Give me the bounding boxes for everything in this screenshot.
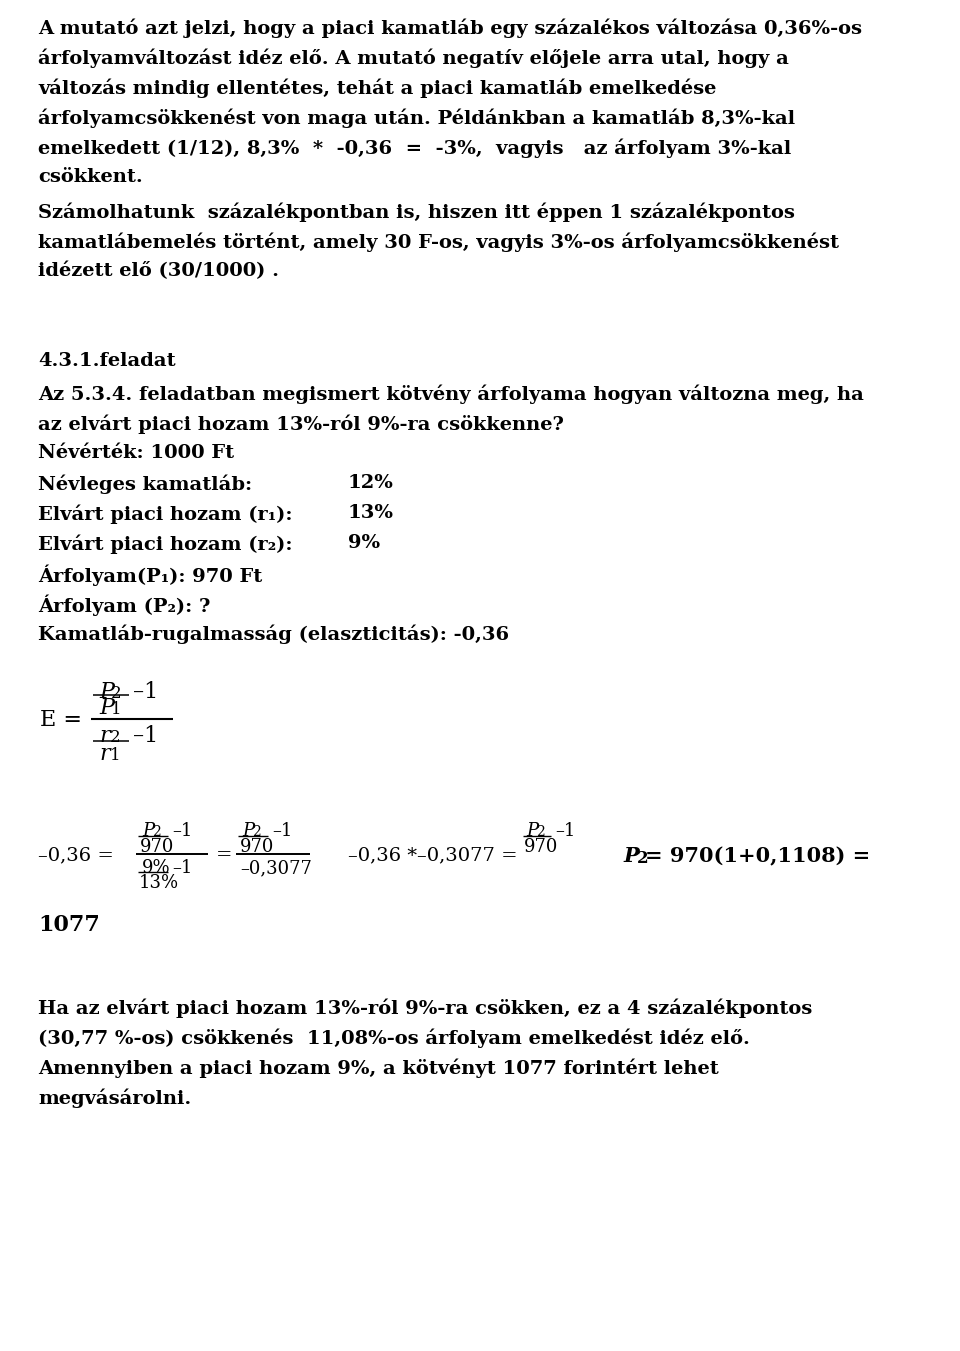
Text: idézett elő (30/1000) .: idézett elő (30/1000) . xyxy=(38,262,279,281)
Text: Ha az elvárt piaci hozam 13%-ról 9%-ra csökken, ez a 4 százalékpontos: Ha az elvárt piaci hozam 13%-ról 9%-ra c… xyxy=(38,998,812,1019)
Text: Névleges kamatláb:: Névleges kamatláb: xyxy=(38,474,252,493)
Text: –1: –1 xyxy=(172,859,192,877)
Text: 2: 2 xyxy=(252,825,261,839)
Text: 2: 2 xyxy=(111,685,122,703)
Text: 1077: 1077 xyxy=(38,915,100,936)
Text: E =: E = xyxy=(40,709,82,731)
Text: P: P xyxy=(623,846,638,866)
Text: 970: 970 xyxy=(240,838,275,857)
Text: 12%: 12% xyxy=(348,474,394,492)
Text: 13%: 13% xyxy=(139,874,180,892)
Text: –0,36 =: –0,36 = xyxy=(38,846,114,865)
Text: r: r xyxy=(99,725,109,747)
Text: 13%: 13% xyxy=(348,504,394,521)
Text: =: = xyxy=(216,846,232,865)
Text: változás mindig ellentétes, tehát a piaci kamatláb emelkedése: változás mindig ellentétes, tehát a piac… xyxy=(38,78,716,97)
Text: = 970(1+0,1108) =: = 970(1+0,1108) = xyxy=(645,846,871,866)
Text: megvásárolni.: megvásárolni. xyxy=(38,1089,191,1109)
Text: 2: 2 xyxy=(637,850,649,867)
Text: –1: –1 xyxy=(133,681,158,703)
Text: P: P xyxy=(242,821,254,840)
Text: Amennyiben a piaci hozam 9%, a kötvényt 1077 forintért lehet: Amennyiben a piaci hozam 9%, a kötvényt … xyxy=(38,1059,719,1078)
Text: 9%: 9% xyxy=(348,534,380,553)
Text: 970: 970 xyxy=(140,838,175,857)
Text: Elvárt piaci hozam (r₁):: Elvárt piaci hozam (r₁): xyxy=(38,504,293,523)
Text: 1: 1 xyxy=(110,747,121,765)
Text: emelkedett (1/12), 8,3%  *  -0,36  =  -3%,  vagyis   az árfolyam 3%-kal: emelkedett (1/12), 8,3% * -0,36 = -3%, v… xyxy=(38,138,791,158)
Text: 2: 2 xyxy=(110,730,121,746)
Text: Árfolyam (P₂): ?: Árfolyam (P₂): ? xyxy=(38,594,210,616)
Text: 970: 970 xyxy=(524,838,559,857)
Text: –0,36 *–0,3077 =: –0,36 *–0,3077 = xyxy=(348,846,517,865)
Text: kamatlábemelés történt, amely 30 F-os, vagyis 3%-os árfolyamcsökkenést: kamatlábemelés történt, amely 30 F-os, v… xyxy=(38,232,839,251)
Text: árfolyamváltozást idéz elő. A mutató negatív előjele arra utal, hogy a: árfolyamváltozást idéz elő. A mutató neg… xyxy=(38,49,789,68)
Text: Névérték: 1000 Ft: Névérték: 1000 Ft xyxy=(38,444,234,462)
Text: Az 5.3.4. feladatban megismert kötvény árfolyama hogyan változna meg, ha: Az 5.3.4. feladatban megismert kötvény á… xyxy=(38,384,864,404)
Text: P: P xyxy=(99,681,114,703)
Text: –1: –1 xyxy=(272,821,293,840)
Text: 2: 2 xyxy=(152,825,160,839)
Text: (30,77 %-os) csökkenés  11,08%-os árfolyam emelkedést idéz elő.: (30,77 %-os) csökkenés 11,08%-os árfolya… xyxy=(38,1029,750,1048)
Text: Számolhatunk  százalékpontban is, hiszen itt éppen 1 százalékpontos: Számolhatunk százalékpontban is, hiszen … xyxy=(38,203,795,222)
Text: az elvárt piaci hozam 13%-ról 9%-ra csökkenne?: az elvárt piaci hozam 13%-ról 9%-ra csök… xyxy=(38,413,564,434)
Text: P: P xyxy=(142,821,155,840)
Text: –1: –1 xyxy=(133,725,158,747)
Text: –1: –1 xyxy=(172,821,192,840)
Text: r: r xyxy=(99,743,109,765)
Text: csökkent.: csökkent. xyxy=(38,168,143,186)
Text: –0,3077: –0,3077 xyxy=(240,859,312,877)
Text: –1: –1 xyxy=(555,821,575,840)
Text: Kamatláb-rugalmasság (elaszticitás): -0,36: Kamatláb-rugalmasság (elaszticitás): -0,… xyxy=(38,624,509,643)
Text: árfolyamcsökkenést von maga után. Példánkban a kamatláb 8,3%-kal: árfolyamcsökkenést von maga után. Példán… xyxy=(38,108,795,127)
Text: Elvárt piaci hozam (r₂):: Elvárt piaci hozam (r₂): xyxy=(38,534,293,554)
Text: Árfolyam(P₁): 970 Ft: Árfolyam(P₁): 970 Ft xyxy=(38,563,262,585)
Text: A mutató azt jelzi, hogy a piaci kamatláb egy százalékos változása 0,36%-os: A mutató azt jelzi, hogy a piaci kamatlá… xyxy=(38,18,862,38)
Text: 4.3.1.feladat: 4.3.1.feladat xyxy=(38,353,176,370)
Text: P: P xyxy=(99,697,114,719)
Text: 1: 1 xyxy=(111,701,122,717)
Text: 9%: 9% xyxy=(142,859,171,877)
Text: P: P xyxy=(526,821,539,840)
Text: 2: 2 xyxy=(536,825,544,839)
